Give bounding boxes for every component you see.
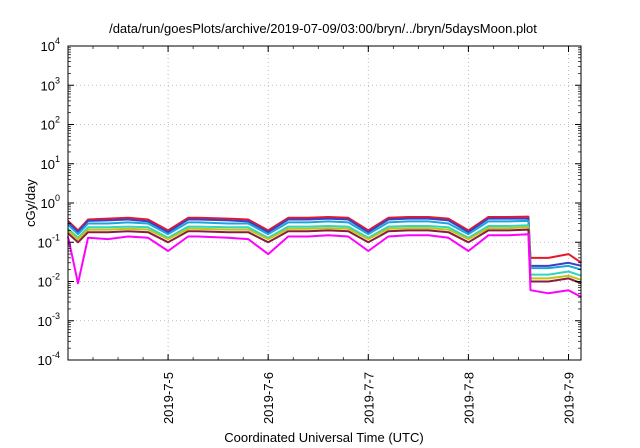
y-tick-label: 10-4 [38,350,60,368]
x-axis-title: Coordinated Universal Time (UTC) [224,430,423,445]
y-tick-label: 102 [41,115,60,133]
y-tick-label: 104 [41,36,60,54]
y-tick-label: 103 [41,75,60,93]
y-tick-label: 10-3 [38,311,60,329]
y-tick-label: 10-1 [38,232,60,250]
x-tick-label: 2019-7-8 [461,372,476,424]
series-line-5 [67,228,582,285]
y-tick-label: 100 [41,193,60,211]
series-line-4 [67,226,582,281]
y-axis: 10-4 10-3 10-2 10-1 100 101 102 103 104 [38,36,581,368]
series-line-3 [67,224,582,277]
y-axis-title: cGy/day [23,179,38,227]
x-tick-label: 2019-7-7 [361,372,376,424]
series-layer [67,215,583,298]
grid [68,46,581,360]
y-tick-label: 101 [41,154,60,172]
x-axis: 2019-7-5 2019-7-6 2019-7-7 2019-7-8 2019-7-9 [67,46,576,424]
series-line-1 [67,217,582,267]
series-line-6 [67,233,582,298]
x-tick-label: 2019-7-9 [561,372,576,424]
chart-title: /data/run/goesPlots/archive/2019-07-09/0… [109,21,537,36]
series-line-2 [67,219,582,271]
x-tick-label: 2019-7-5 [161,372,176,424]
y-tick-label: 10-2 [38,272,60,290]
x-tick-label: 2019-7-6 [261,372,276,424]
series-line-0 [67,215,583,264]
